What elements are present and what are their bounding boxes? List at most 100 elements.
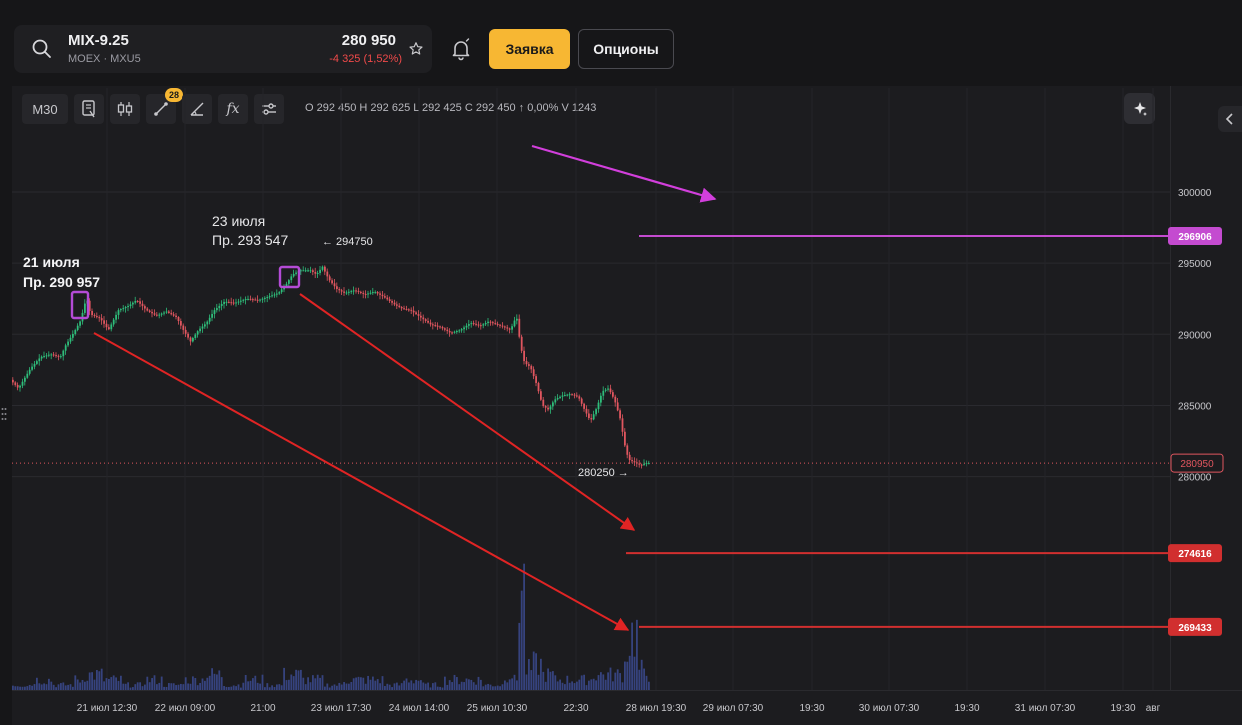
candle-body (295, 272, 297, 274)
volume-bar (204, 680, 206, 690)
candle-body (122, 308, 125, 310)
chart-panel[interactable] (12, 86, 1170, 690)
candle-body (302, 270, 305, 272)
formula-button[interactable]: fx (218, 94, 248, 124)
volume-bar (470, 679, 473, 690)
candle-body (487, 321, 489, 323)
candle-body (384, 296, 386, 298)
volume-bar (74, 675, 77, 690)
drag-handle-icon[interactable] (1, 406, 7, 422)
volume-bar (100, 668, 103, 690)
time-axis[interactable] (12, 690, 1242, 725)
trend-arrow-red-1[interactable] (299, 293, 636, 531)
volume-bar (352, 678, 355, 690)
volume-bar (537, 674, 540, 690)
candle-body (376, 292, 379, 294)
order-button[interactable]: Заявка (489, 29, 570, 69)
candle-body (571, 394, 573, 396)
document-icon (82, 100, 95, 118)
options-button[interactable]: Опционы (578, 29, 674, 69)
volume-bar (585, 685, 588, 690)
candle-body (604, 389, 607, 391)
ruler-button[interactable] (182, 94, 212, 124)
volume-bar (16, 686, 19, 690)
volume-bar (324, 686, 326, 690)
volume-bar (468, 679, 470, 690)
candle-body (648, 463, 650, 465)
volume-bar (561, 682, 564, 690)
candle-body (151, 311, 153, 314)
volume-bar (559, 679, 561, 690)
candle-body (96, 316, 98, 318)
star-icon[interactable] (408, 41, 424, 57)
candle-body (422, 317, 425, 320)
horizontal-levels: 296906 274616 269433 (626, 227, 1222, 636)
candle-body (158, 314, 161, 316)
candle-body (64, 345, 67, 351)
chart-grid (12, 88, 1170, 690)
candle-body (499, 324, 501, 326)
price-axis[interactable] (1170, 86, 1242, 690)
candle-body (412, 310, 415, 313)
volume-bar (496, 685, 499, 690)
candle-body (216, 308, 218, 311)
marker-box-jul23[interactable] (278, 265, 301, 289)
volume-bar (379, 683, 381, 690)
volume-bar (628, 655, 631, 690)
marker-box-jul21[interactable] (70, 290, 90, 320)
timeframe-button[interactable]: M30 (22, 94, 68, 124)
ticker-selector[interactable]: MIX-9.25 MOEX · MXU5 280 950 -4 325 (1,5… (14, 25, 432, 73)
volume-bar (132, 687, 134, 690)
volume-bar (422, 682, 425, 690)
volume-bar (50, 681, 53, 690)
chart-type-button[interactable] (110, 94, 140, 124)
search-icon[interactable] (30, 37, 54, 61)
ai-assistant-button[interactable] (1124, 93, 1155, 124)
candle-body (285, 283, 288, 287)
candle-body (72, 333, 74, 338)
collapse-panel-button[interactable] (1218, 106, 1242, 132)
candle-body (396, 304, 398, 306)
volume-bar (482, 686, 485, 690)
candle-body (590, 418, 593, 420)
candle-body (496, 323, 499, 325)
candle-body (129, 304, 132, 307)
candle-body (595, 409, 597, 415)
candle-body (403, 308, 405, 310)
level-label: 274616 (1178, 549, 1212, 560)
volume-bar (271, 685, 273, 690)
volume-bar (228, 686, 230, 690)
candle-body (336, 286, 338, 289)
top-bar: MIX-9.25 MOEX · MXU5 280 950 -4 325 (1,5… (0, 0, 1242, 88)
candle-body (141, 303, 144, 307)
volume-bar (590, 679, 593, 690)
candle-body (144, 306, 146, 309)
candle-body (470, 323, 473, 325)
x-tick-label: 25 июл 10:30 (467, 703, 528, 714)
drawings-button[interactable]: 28 (146, 88, 183, 124)
candle-body (372, 292, 374, 294)
bell-icon[interactable] (449, 37, 473, 61)
candle-body (408, 309, 410, 311)
volume-bar (14, 686, 17, 690)
candle-body (316, 272, 319, 274)
volume-bar (362, 677, 365, 690)
trend-arrow-purple[interactable] (531, 144, 717, 203)
candle-body (163, 312, 165, 314)
trend-arrow-red-2[interactable] (93, 332, 630, 631)
settings-button[interactable] (254, 94, 284, 124)
volume-bar (268, 687, 271, 690)
indicators-button[interactable] (74, 94, 104, 124)
volume-bar (547, 668, 549, 690)
candle-body (268, 296, 271, 298)
volume-bar (391, 687, 393, 690)
level-tag (1168, 227, 1222, 246)
candle-body (211, 313, 213, 318)
volume-bar (134, 684, 137, 690)
candle-body (381, 294, 384, 297)
candle-body (67, 341, 69, 346)
volume-bar (489, 684, 492, 690)
candle-body (33, 363, 36, 367)
candle-body (247, 298, 249, 300)
